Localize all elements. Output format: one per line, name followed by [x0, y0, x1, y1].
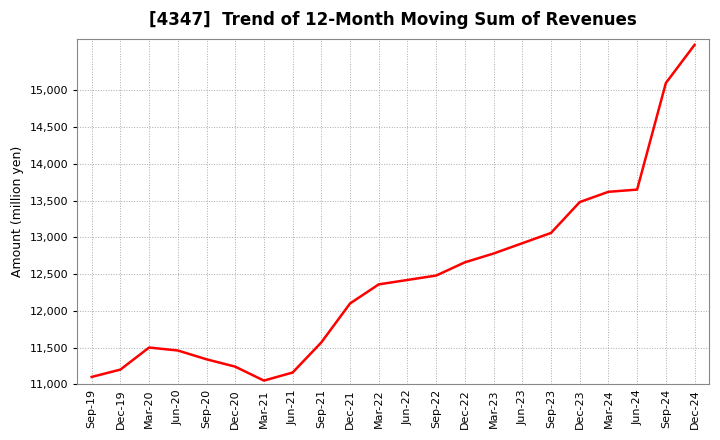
Title: [4347]  Trend of 12-Month Moving Sum of Revenues: [4347] Trend of 12-Month Moving Sum of R…	[149, 11, 637, 29]
Y-axis label: Amount (million yen): Amount (million yen)	[11, 146, 24, 277]
